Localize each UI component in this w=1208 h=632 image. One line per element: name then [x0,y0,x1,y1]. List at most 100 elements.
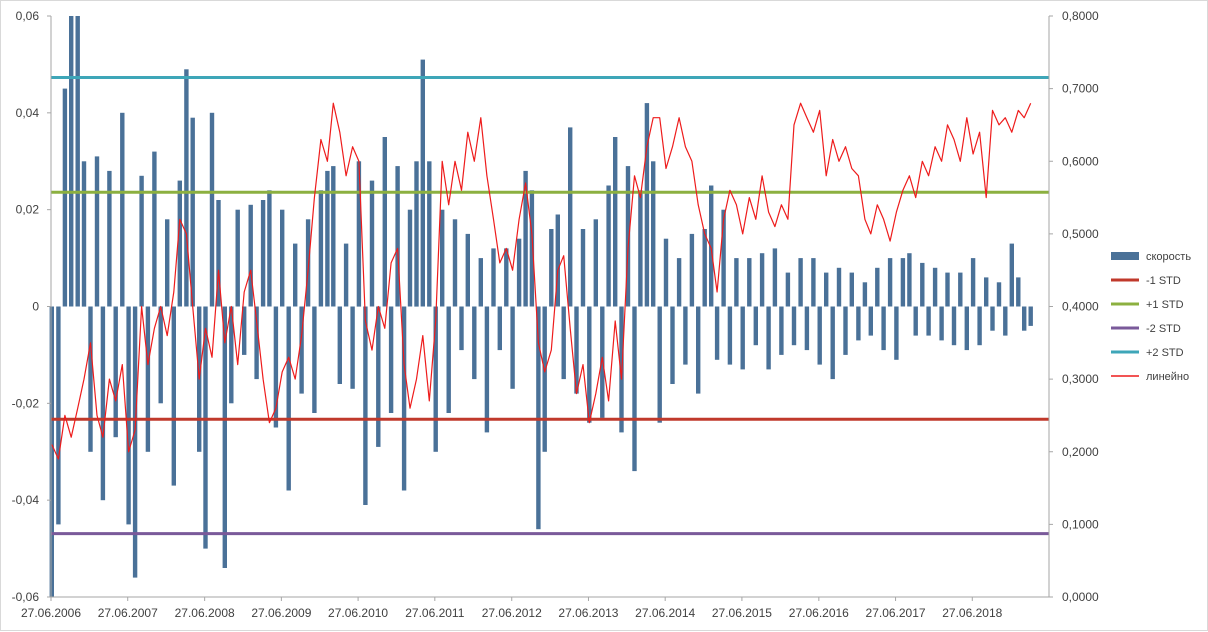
speed-bar [497,306,502,351]
speed-bar [203,306,208,549]
speed-bar [254,306,259,380]
speed-bar [504,248,509,307]
speed-bar [139,175,144,307]
speed-bar [593,219,598,307]
speed-bar [868,306,873,336]
speed-bar [280,209,285,307]
speed-bar [1009,243,1014,307]
std-lines [51,76,1049,536]
speed-bar [75,16,80,307]
speed-bar [811,258,816,307]
speed-bar [625,166,631,307]
speed-bar [529,190,535,307]
speed-bar [702,229,707,307]
left-tick-label: -0,04 [12,493,40,507]
speed-bar [600,306,605,418]
speed-bar [107,170,112,307]
speed-bar [881,306,886,351]
speed-bar [1003,306,1008,336]
speed-bar [932,267,938,307]
left-tick-label: 0,02 [16,203,40,217]
speed-bar [830,306,835,380]
legend-label-plus1std: +1 STD [1146,299,1184,311]
speed-bar [325,170,330,307]
speed-bar [260,200,266,307]
speed-bar [759,253,765,307]
speed-bar [727,306,733,365]
speed-bar [587,306,592,423]
speed-bar [709,185,714,307]
speed-bar [478,258,483,307]
left-tick-label: -0,06 [12,590,40,604]
x-tick-label: 27.06.2009 [251,606,311,620]
speed-bar [337,306,342,384]
speed-bar [791,306,797,346]
speed-bar [580,229,586,307]
speed-bar [964,306,969,351]
speed-bar [907,253,912,307]
right-tick-label: 0,3000 [1062,372,1099,386]
speed-bar [158,306,163,404]
speed-bar [1022,306,1027,331]
speed-bar [766,306,771,370]
right-tick-label: 0,8000 [1062,9,1099,23]
right-tick-label: 0,2000 [1062,445,1099,459]
speed-bar [126,306,131,525]
speed-bar [62,88,68,307]
speed-bar [913,306,918,336]
speed-bar [177,180,182,307]
speed-bar [542,306,547,452]
speed-bar [216,200,221,307]
speed-bar [568,127,573,307]
speed-bar [273,306,279,428]
speed-bar [663,238,669,307]
speed-bar [734,258,739,307]
speed-bar [491,248,496,307]
speed-bar [49,306,54,597]
x-tick-label: 27.06.2013 [558,606,618,620]
speed-bar [747,258,752,307]
speed-bar [299,306,304,394]
right-axis-ticks: 0,8000 0,7000 0,6000 0,5000 0,4000 0,3000 0,20… [1049,9,1099,604]
speed-bar [606,185,611,307]
left-axis-ticks: 0,06 0,04 0,02 0 -0,02 -0,04 -0,06 [12,9,51,604]
speed-bar [113,306,118,438]
speed-bar [369,180,375,307]
speed-bar [683,306,688,365]
speed-bar [293,243,298,307]
x-tick-label: 27.06.2007 [98,606,158,620]
x-tick-label: 27.06.2008 [175,606,235,620]
linear-line-group [51,102,1032,460]
speed-bar [184,69,189,307]
speed-bar [100,306,106,501]
speed-bar [996,282,1002,307]
speed-bar [81,161,87,307]
speed-bar [88,306,93,452]
speed-bar [523,170,528,307]
legend-label-line: линейно [1146,371,1189,383]
speed-bar [856,306,861,341]
speed-bar [970,258,976,307]
speed-bar [779,306,784,355]
speed-bar [465,233,470,307]
speed-bar [171,306,176,486]
speed-bar [472,306,477,380]
speed-bar [94,156,100,307]
speed-bar [222,306,227,568]
speed-bar [900,258,906,307]
speed-bar [305,219,311,307]
speed-bar [229,306,234,404]
legend-label-plus2std: +2 STD [1146,347,1184,359]
speed-bar [420,59,425,307]
speed-bar [689,233,695,307]
speed-bar [382,137,387,307]
speed-bar [613,137,618,307]
x-tick-label: 27.06.2010 [328,606,388,620]
speed-bar [69,16,74,307]
legend-label-minus2std: -2 STD [1146,323,1181,335]
speed-bar [836,267,842,307]
right-tick-label: 0,6000 [1062,154,1099,168]
right-tick-label: 0,7000 [1062,82,1099,96]
x-tick-label: 27.06.2015 [712,606,772,620]
